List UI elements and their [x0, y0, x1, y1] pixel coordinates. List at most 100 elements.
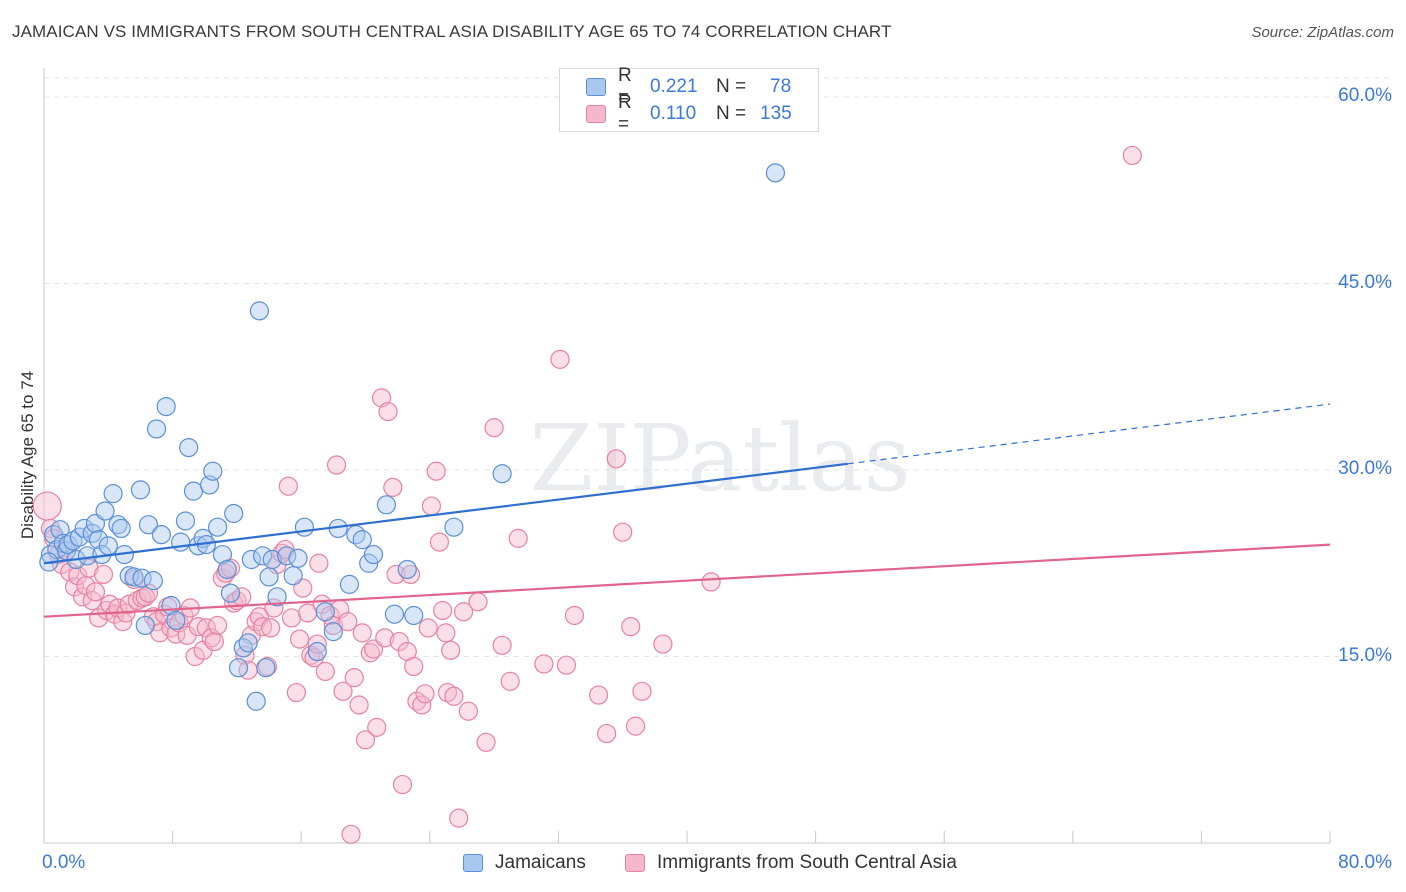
pink-point [418, 618, 438, 638]
blue-point [288, 548, 308, 568]
blue-trend-extension [847, 403, 1331, 465]
blue-point [241, 549, 261, 570]
blue-point [143, 571, 163, 591]
pink-series-points [32, 145, 1142, 844]
pink-point [352, 623, 372, 643]
pink-point [355, 730, 376, 750]
blue-point [183, 481, 204, 501]
legend-label-jamaicans: Jamaicans [495, 852, 586, 873]
blue-point [246, 691, 266, 711]
blue-point [135, 615, 155, 636]
blue-point [138, 515, 159, 535]
pink-point [349, 695, 369, 715]
pink-point [653, 634, 673, 654]
pink-point [367, 717, 387, 737]
blue-point [253, 546, 273, 566]
pink-point [392, 774, 413, 795]
pink-point [281, 608, 302, 628]
blue-point [277, 546, 297, 566]
gridlines [44, 77, 1394, 657]
blue-point [262, 549, 282, 570]
pink-point [307, 634, 327, 654]
blue-point [259, 567, 279, 587]
legend-item-jamaicans: Jamaicans [463, 852, 586, 874]
pink-point [344, 668, 364, 688]
pink-point [208, 615, 228, 636]
pink-point [421, 496, 442, 516]
legend-row-blue: R = 0.221 N = 78 [586, 65, 792, 108]
pink-point [701, 572, 721, 592]
pink-point [289, 629, 310, 649]
pink-point [453, 602, 474, 622]
pink-point [508, 528, 528, 548]
pink-point [326, 455, 347, 475]
pink-point [415, 684, 435, 704]
pink-point [621, 617, 641, 637]
pink-point [135, 587, 155, 607]
blue-point [208, 517, 228, 537]
blue-point [224, 503, 244, 524]
pink-point [500, 671, 520, 691]
blue-point [339, 574, 360, 594]
blue-point [108, 515, 128, 535]
blue-point [352, 530, 372, 550]
pink-point [449, 808, 469, 828]
pink-point [375, 628, 395, 648]
n-label: N = [716, 103, 747, 124]
blue-point [307, 641, 327, 662]
blue-point [95, 501, 115, 521]
blue-point [376, 495, 396, 515]
blue-point [359, 553, 379, 573]
n-label: N = [716, 76, 747, 97]
blue-point [212, 544, 233, 565]
blue-point [89, 530, 109, 550]
pink-point [458, 701, 478, 721]
blue-point [384, 604, 405, 624]
legend-label-immigrants: Immigrants from South Central Asia [657, 852, 957, 873]
axes [43, 68, 1331, 844]
pink-point [257, 656, 278, 677]
stats-legend: R = 0.221 N = 78 R = 0.110 N = 135 [559, 65, 819, 135]
pink-point [333, 681, 353, 701]
blue-point [203, 461, 223, 481]
pink-trend-line [43, 543, 1331, 618]
y-tick-label: 15.0% [1338, 644, 1392, 666]
blue-point [156, 396, 176, 417]
pink-point [433, 600, 453, 621]
blue-point [69, 527, 89, 547]
blue-point [228, 658, 249, 678]
pink-point [315, 661, 335, 682]
blue-point [765, 163, 786, 183]
blue-point [132, 568, 152, 588]
pink-point [550, 349, 570, 369]
pink-point [484, 418, 504, 438]
pink-point [338, 612, 358, 632]
blue-point [404, 605, 424, 626]
pink-point [360, 643, 380, 663]
pink-point [85, 582, 106, 602]
pink-point [1122, 145, 1142, 166]
blue-point [492, 464, 512, 484]
blue-point [267, 587, 287, 607]
x-tick-label-max: 80.0% [1338, 852, 1392, 873]
blue-point [323, 622, 343, 642]
blue-point [175, 511, 196, 531]
blue-point [217, 559, 237, 580]
pink-point [261, 618, 281, 638]
pink-point [441, 640, 461, 660]
n-value-blue: 78 [770, 76, 792, 97]
blue-point [315, 602, 335, 622]
blue-swatch [463, 854, 483, 872]
pink-point [564, 605, 585, 626]
pink-point [204, 631, 224, 652]
pink-point [534, 654, 554, 674]
pink-point [632, 681, 652, 701]
y-axis-title: Disability Age 65 to 74 [18, 370, 37, 540]
pink-point [468, 592, 488, 612]
pink-point [378, 401, 398, 422]
watermark: ZIPatlas [529, 405, 910, 512]
legend-row-pink: R = 0.110 N = 135 [586, 92, 792, 135]
blue-point [179, 438, 199, 458]
pink-point [429, 532, 450, 552]
